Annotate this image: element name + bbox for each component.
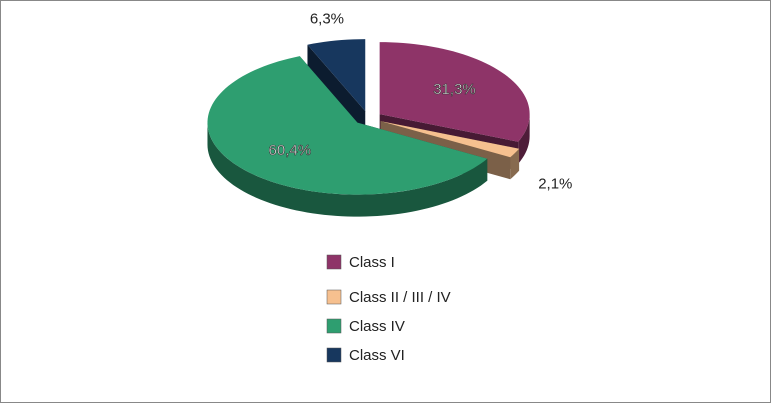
legend-swatch bbox=[326, 347, 342, 363]
legend-label: Class IV bbox=[349, 318, 405, 335]
legend-label: Class I bbox=[349, 254, 395, 271]
data-label: 2,1% bbox=[538, 176, 572, 193]
slice-wall bbox=[518, 114, 530, 164]
slice-side bbox=[307, 44, 366, 134]
legend-swatch bbox=[326, 318, 342, 334]
slice bbox=[307, 39, 366, 112]
legend-label: Class II / III / IV bbox=[349, 289, 451, 306]
slice bbox=[207, 56, 488, 195]
slice bbox=[379, 42, 530, 142]
slice-wall bbox=[207, 122, 488, 217]
legend-label: Class VI bbox=[349, 347, 405, 364]
legend-swatch bbox=[326, 254, 342, 270]
data-label: 6,3% bbox=[310, 10, 344, 27]
data-label: 31,3% bbox=[433, 81, 476, 98]
slice-wall bbox=[510, 148, 520, 180]
data-label: 60,4% bbox=[269, 142, 312, 159]
legend-swatch bbox=[326, 289, 342, 305]
slice bbox=[380, 121, 520, 158]
